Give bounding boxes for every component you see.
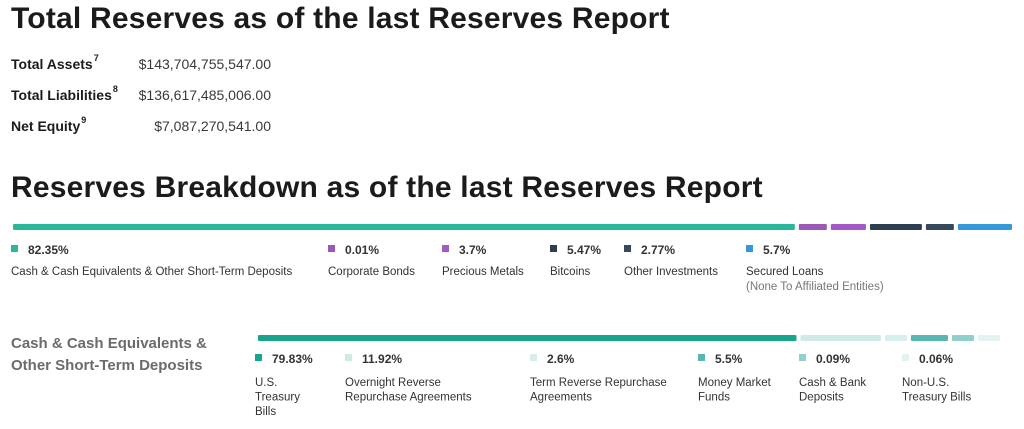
cash-category-label-2-line-0: Term Reverse Repurchase [530,377,667,389]
cash-legend-swatch-5 [902,354,909,361]
reserves-data-label-3: 5.47% [567,243,601,257]
net-equity-value: $7,087,270,541.00 [154,118,271,134]
cash-bar-segment-0 [258,335,797,341]
cash-bar-segment-2 [884,335,907,341]
cash-legend-swatch-4 [799,354,806,361]
cash-bar-segment-5 [978,335,1000,341]
cash-category-label-0-line-0: U.S. [255,377,277,389]
cash-category-label-4-line-0: Cash & Bank [799,377,866,389]
breakdown-title: Reserves Breakdown as of the last Reserv… [11,171,763,204]
total-liabilities-value: $136,617,485,006.00 [138,87,271,103]
page-title: Total Reserves as of the last Reserves R… [11,2,670,35]
reserves-bar-segment-0 [13,224,795,230]
reserves-category-note-5: (None To Affiliated Entities) [746,281,884,293]
reserves-category-label-0: Cash & Cash Equivalents & Other Short-Te… [11,266,292,278]
cash-category-label-3-line-0: Money Market [698,377,772,389]
reserves-data-label-0: 82.35% [28,243,69,257]
cash-data-label-3: 5.5% [715,352,743,366]
reserves-bar-segment-1 [798,224,827,230]
cash-data-label-5: 0.06% [919,352,953,366]
cash-data-label-4: 0.09% [816,352,850,366]
cash-legend-swatch-0 [255,354,262,361]
cash-equivalents-subtitle: Cash & Cash Equivalents & Other Short-Te… [11,335,207,374]
footnote-7[interactable]: 7 [93,53,99,63]
cash-bar-segment-3 [910,335,948,341]
total-liabilities-label: Total Liabilities [11,87,112,103]
cash-category-label-2-line-1: Agreements [530,392,592,404]
cash-data-label-0: 79.83% [272,352,313,366]
cash-category-label-0-line-2: Bills [255,406,276,418]
footnote-9[interactable]: 9 [81,115,87,125]
cash-category-label-1-line-0: Overnight Reverse [345,377,441,389]
total-assets-value: $143,704,755,547.00 [138,56,271,72]
reserves-category-label-1: Corporate Bonds [328,266,415,278]
reserves-legend-swatch-2 [442,245,449,252]
cash-legend-swatch-2 [530,354,537,361]
cash-category-label-0-line-1: Treasury [255,392,300,404]
reserves-category-label-3: Bitcoins [550,266,591,278]
reserves-category-label-2: Precious Metals [442,266,524,278]
cash-bar-segment-1 [800,335,881,341]
cash-bar-segment-4 [952,335,974,341]
reserves-data-label-5: 5.7% [763,243,791,257]
reserves-bar-segment-3 [869,224,922,230]
reserves-bar-segment-2 [830,224,866,230]
cash-data-label-1: 11.92% [362,352,402,366]
reserves-bar-segment-5 [957,224,1012,230]
reserves-legend-swatch-4 [624,245,631,252]
reserves-category-label-4: Other Investments [624,266,718,278]
cash-legend-swatch-3 [698,354,705,361]
cash-legend-swatch-1 [345,354,352,361]
reserves-data-label-1: 0.01% [345,243,379,257]
reserves-data-label-2: 3.7% [459,243,487,257]
cash-category-label-1-line-1: Repurchase Agreements [345,392,472,404]
cash-data-label-2: 2.6% [547,352,575,366]
footnote-8[interactable]: 8 [112,84,118,94]
net-equity-label: Net Equity [11,118,81,134]
cash-category-label-5-line-1: Treasury Bills [902,392,971,404]
reserves-legend-swatch-5 [746,245,753,252]
reserves-bar-segment-4 [925,224,954,230]
cash-category-label-4-line-1: Deposits [799,392,844,404]
reserves-category-label-5: Secured Loans [746,266,824,278]
reserves-data-label-4: 2.77% [641,243,675,257]
reserves-legend-swatch-3 [550,245,557,252]
cash-category-label-3-line-1: Funds [698,392,730,404]
total-assets-label: Total Assets [11,56,93,72]
reserves-legend-swatch-1 [328,245,335,252]
reserves-legend-swatch-0 [11,245,18,252]
cash-category-label-5-line-0: Non-U.S. [902,377,949,389]
